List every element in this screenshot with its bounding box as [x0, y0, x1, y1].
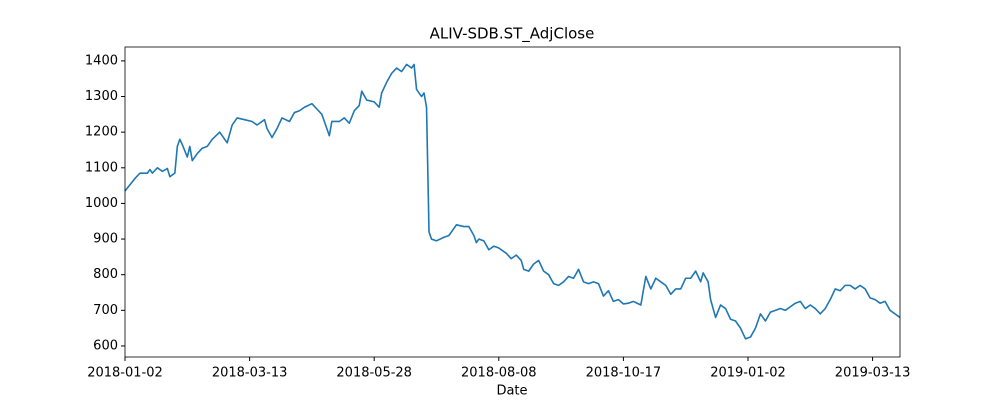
y-tick-label: 900	[93, 232, 118, 247]
x-tick-label: 2019-03-13	[835, 366, 911, 381]
x-axis-label: Date	[496, 384, 527, 399]
chart-title: ALIV-SDB.ST_AdjClose	[430, 25, 595, 44]
x-tick-label: 2018-01-02	[87, 366, 163, 381]
x-tick-label: 2018-03-13	[212, 366, 288, 381]
series-line	[124, 63, 901, 340]
x-tick-label: 2018-05-28	[336, 366, 412, 381]
y-tick-label: 1000	[85, 196, 118, 211]
y-tick-label: 1200	[85, 125, 118, 140]
x-tick-label: 2018-08-08	[461, 366, 537, 381]
y-tick-label: 1400	[85, 53, 118, 68]
x-tick-label: 2018-10-17	[586, 366, 662, 381]
plot-frame	[124, 46, 901, 358]
x-tick-label: 2019-01-02	[710, 366, 786, 381]
y-tick-label: 700	[93, 303, 118, 318]
y-tick-label: 1300	[85, 89, 118, 104]
y-tick-label: 600	[93, 338, 118, 353]
y-tick-label: 800	[93, 267, 118, 282]
y-tick-label: 1100	[85, 160, 118, 175]
